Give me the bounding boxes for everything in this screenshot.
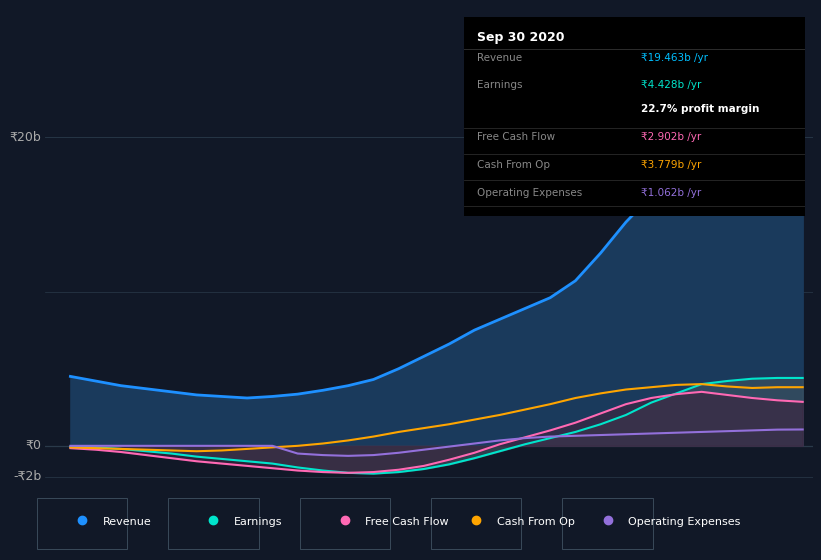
Text: ₹20b: ₹20b	[10, 130, 41, 144]
Text: 22.7% profit margin: 22.7% profit margin	[641, 104, 759, 114]
Text: -₹2b: -₹2b	[13, 470, 41, 483]
Text: ₹1.062b /yr: ₹1.062b /yr	[641, 188, 701, 198]
Text: Free Cash Flow: Free Cash Flow	[365, 517, 449, 527]
Text: Free Cash Flow: Free Cash Flow	[478, 132, 556, 142]
Text: Revenue: Revenue	[478, 53, 523, 63]
Text: Earnings: Earnings	[234, 517, 282, 527]
Text: Operating Expenses: Operating Expenses	[478, 188, 583, 198]
Text: Sep 30 2020: Sep 30 2020	[478, 31, 565, 44]
Text: Operating Expenses: Operating Expenses	[628, 517, 741, 527]
Text: ₹4.428b /yr: ₹4.428b /yr	[641, 81, 701, 90]
Text: Cash From Op: Cash From Op	[478, 160, 551, 170]
Text: Cash From Op: Cash From Op	[497, 517, 575, 527]
Text: ₹0: ₹0	[25, 440, 41, 452]
Text: ₹2.902b /yr: ₹2.902b /yr	[641, 132, 701, 142]
Text: Revenue: Revenue	[103, 517, 151, 527]
Text: Earnings: Earnings	[478, 81, 523, 90]
Text: ₹19.463b /yr: ₹19.463b /yr	[641, 53, 708, 63]
Text: ₹3.779b /yr: ₹3.779b /yr	[641, 160, 701, 170]
